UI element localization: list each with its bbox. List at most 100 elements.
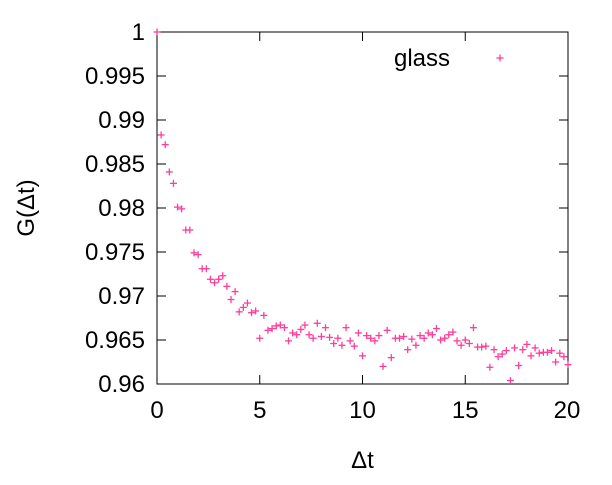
data-point [404,346,412,354]
data-point [219,272,227,280]
x-tick-label: 10 [349,397,376,424]
data-point [379,362,387,370]
data-point [153,28,161,36]
data-point [552,358,560,366]
data-point [515,362,523,370]
data-point [445,331,453,339]
y-tick-label: 0.99 [98,107,145,134]
data-point [359,352,366,360]
data-point [194,251,202,259]
data-point [174,203,182,211]
data-point [465,340,473,348]
data-point [498,350,506,358]
x-tick-label: 20 [554,397,581,424]
y-axis-label: G(Δt) [13,179,40,236]
data-point [161,141,169,149]
data-point [428,331,436,339]
data-point [478,343,486,351]
data-point [342,324,350,332]
data-point [276,321,284,329]
data-point [535,349,543,357]
data-point [326,333,334,341]
y-tick-label: 0.97 [98,283,145,310]
data-point [486,363,494,371]
data-point [243,299,251,307]
data-point [293,331,301,339]
data-point [317,332,325,340]
data-point [178,205,186,213]
data-point [186,226,194,234]
data-point [231,288,239,296]
data-point [248,309,256,317]
data-point [490,346,498,354]
legend: glass [394,45,504,72]
data-point [416,332,424,340]
data-point [560,353,568,361]
data-point [424,329,432,337]
data-point [211,279,219,287]
x-tick-label: 0 [150,397,163,424]
data-point [506,376,514,384]
data-point [346,337,354,345]
data-point [564,361,572,369]
data-point [272,322,280,330]
y-tick-label: 1 [132,19,145,46]
data-point [531,344,539,352]
y-tick-label: 0.995 [85,63,145,90]
data-point [412,341,420,349]
legend-marker [496,54,504,62]
data-point [169,179,177,187]
data-point [227,296,235,304]
data-point [301,321,309,329]
y-tick-label: 0.975 [85,239,145,266]
data-point [453,337,461,345]
data-point [256,334,264,342]
y-tick-label: 0.985 [85,151,145,178]
data-point [285,337,293,345]
legend-label: glass [394,45,450,72]
data-point [371,337,379,345]
data-point [482,342,490,350]
data-point [239,303,247,311]
data-point [543,348,551,356]
data-point [457,341,465,349]
data-point [202,265,210,273]
data-point [519,346,527,354]
data-point [527,352,535,360]
data-point [395,334,403,342]
data-point [363,332,371,340]
data-point [309,334,317,342]
data-point [223,282,231,290]
legend-marker-icon [496,54,504,62]
data-point [215,275,223,283]
x-tick-label: 5 [253,397,266,424]
data-point [523,340,531,348]
data-point [268,325,276,333]
data-point [494,353,502,361]
data-point [400,332,408,340]
y-tick-label: 0.98 [98,195,145,222]
data-point [350,342,358,350]
data-point [235,308,243,316]
data-point [449,328,457,336]
plot-frame [156,31,569,385]
data-point [313,319,321,327]
x-tick-label: 15 [452,397,479,424]
data-point [322,324,330,332]
data-point [338,341,346,349]
data-point [420,334,428,342]
y-tick-label: 0.965 [85,327,145,354]
data-point [330,340,338,348]
data-point [441,334,449,342]
data-point [334,334,342,342]
data-point [469,324,477,332]
x-axis-label: Δt [351,447,374,474]
data-point [264,326,272,334]
data-point [387,354,395,362]
data-point [432,325,440,333]
data-point [556,349,564,357]
data-point [383,326,391,334]
data-point [511,344,519,352]
data-point [157,131,165,139]
data-point [206,275,214,283]
